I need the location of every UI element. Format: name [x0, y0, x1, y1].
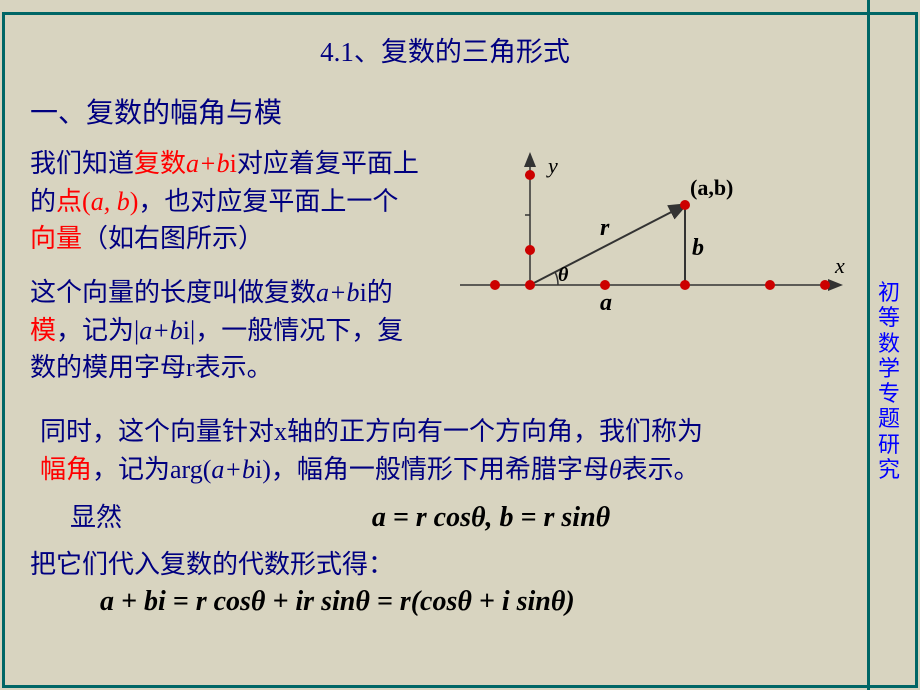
t: 复数 — [134, 149, 186, 178]
left-text-column: 我们知道复数a+bi对应着复平面上的点(a, b)，也对应复平面上一个向量（如右… — [30, 145, 420, 403]
top-row: 我们知道复数a+bi对应着复平面上的点(a, b)，也对应复平面上一个向量（如右… — [30, 145, 860, 403]
t: 的 — [367, 278, 393, 307]
t: （如右图所示） — [82, 224, 264, 253]
t: )，幅角一般情形下用希腊字母 — [262, 455, 609, 484]
t: 幅角 — [40, 455, 92, 484]
equation-2: a + bi = r cosθ + ir sinθ = r(cosθ + i s… — [100, 586, 860, 618]
t: a+b — [139, 316, 183, 345]
t: i — [230, 149, 237, 178]
paragraph-1: 我们知道复数a+bi对应着复平面上的点(a, b)，也对应复平面上一个向量（如右… — [30, 145, 420, 258]
vertical-divider — [867, 0, 870, 690]
a-label: a — [600, 290, 612, 316]
t: 向量 — [30, 224, 82, 253]
paragraph-2: 这个向量的长度叫做复数a+bi的模，记为|a+bi|，一般情况下，复数的模用字母… — [30, 274, 420, 387]
t: a+b — [186, 149, 230, 178]
t: ，记为| — [56, 316, 139, 345]
complex-plane-diagram: y x (a,b) r b a θ — [440, 145, 860, 325]
b-label: b — [692, 235, 704, 261]
t: i — [360, 278, 367, 307]
theta-label: θ — [558, 264, 569, 286]
y-axis-label: y — [546, 153, 558, 178]
x-axis-label: x — [834, 253, 845, 278]
t: 显然 — [70, 499, 122, 537]
point-label: (a,b) — [690, 175, 733, 200]
t: 模 — [30, 316, 56, 345]
paragraph-3: 同时，这个向量针对x轴的正方向有一个方向角，我们称为 幅角，记为arg(a+bi… — [40, 413, 860, 488]
equation-row-1: 显然 a = r cosθ, b = r sinθ — [30, 499, 860, 537]
diagram-svg: y x (a,b) r b a θ — [440, 145, 860, 325]
r-label: r — [600, 215, 610, 241]
t: i — [183, 316, 190, 345]
sidebar-title: 初等数学专题研究 — [876, 280, 902, 482]
t: a+b — [316, 278, 360, 307]
t: ，也对应复平面上一个 — [138, 187, 398, 216]
t: a, b — [91, 187, 130, 216]
equation-1: a = r cosθ, b = r sinθ — [122, 502, 860, 534]
t: 点( — [56, 187, 91, 216]
t: θ — [609, 455, 622, 484]
t: 这个向量的长度叫做复数 — [30, 278, 316, 307]
t: 同时，这个向量针对x轴的正方向有一个方向角，我们称为 — [40, 417, 703, 446]
t: 我们知道 — [30, 149, 134, 178]
subsection-heading: 一、复数的幅角与模 — [30, 91, 860, 131]
slide-content: 4.1、复数的三角形式 一、复数的幅角与模 我们知道复数a+bi对应着复平面上的… — [30, 30, 860, 680]
t: a+b — [211, 455, 255, 484]
section-title: 4.1、复数的三角形式 — [30, 30, 860, 69]
t: ，记为arg( — [92, 455, 211, 484]
t: 表示。 — [622, 455, 700, 484]
paragraph-5: 把它们代入复数的代数形式得： — [30, 546, 860, 584]
